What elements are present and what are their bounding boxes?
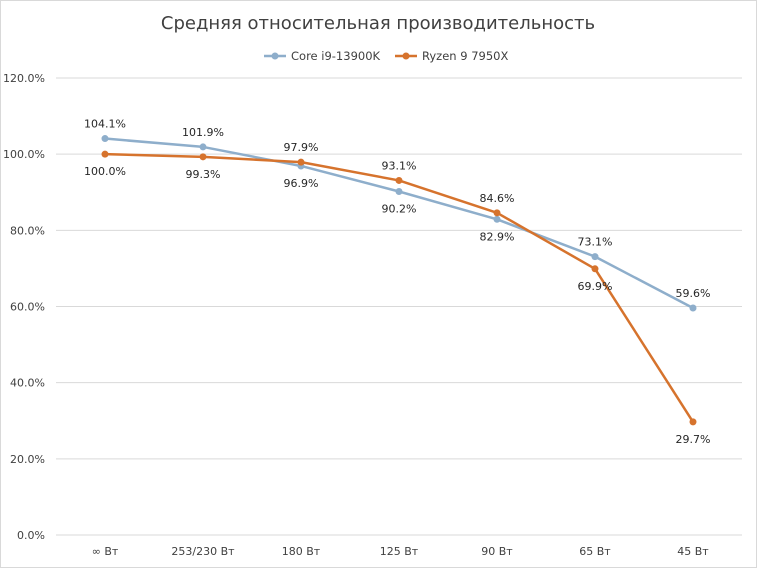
data-label: 101.9% — [182, 126, 224, 139]
data-point — [689, 418, 697, 426]
x-tick-label: 90 Вт — [481, 545, 513, 558]
x-tick-label: ∞ Вт — [92, 545, 119, 558]
data-point — [493, 209, 501, 217]
data-point — [101, 135, 109, 143]
y-tick-label: 120.0% — [3, 72, 45, 85]
x-tick-label: 45 Вт — [677, 545, 709, 558]
data-label: 100.0% — [84, 165, 126, 178]
legend-label: Core i9-13900K — [291, 49, 381, 63]
data-point — [591, 253, 599, 261]
series-layer — [101, 135, 697, 426]
data-point — [199, 153, 207, 161]
x-tick-label: 125 Вт — [380, 545, 419, 558]
data-label: 73.1% — [578, 236, 613, 249]
data-label: 59.6% — [676, 287, 711, 300]
data-label: 99.3% — [186, 168, 221, 181]
data-label: 104.1% — [84, 118, 126, 131]
data-label: 69.9% — [578, 280, 613, 293]
data-point — [395, 176, 403, 184]
gridlines — [56, 77, 742, 536]
chart-title: Средняя относительная производительность — [161, 13, 595, 34]
data-label: 90.2% — [382, 202, 417, 215]
data-label: 96.9% — [284, 177, 319, 190]
legend: Core i9-13900K Ryzen 9 7950X — [264, 49, 508, 63]
data-point — [297, 158, 305, 166]
x-tick-label: 65 Вт — [579, 545, 611, 558]
data-label: 93.1% — [382, 159, 417, 172]
y-tick-label: 0.0% — [17, 529, 45, 542]
y-tick-label: 40.0% — [10, 377, 45, 390]
data-point — [395, 187, 403, 195]
data-point — [689, 304, 697, 312]
y-tick-label: 60.0% — [10, 301, 45, 314]
data-label: 82.9% — [480, 230, 515, 243]
data-labels: 104.1% 100.0% 101.9% 99.3% 96.9% 97.9% 90.2% 93… — [84, 118, 710, 446]
legend-label: Ryzen 9 7950X — [422, 49, 508, 63]
x-tick-label: 180 Вт — [282, 545, 321, 558]
x-tick-label: 253/230 Вт — [171, 545, 235, 558]
data-point — [101, 150, 109, 158]
data-label: 84.6% — [480, 192, 515, 205]
data-label: 29.7% — [676, 433, 711, 446]
y-tick-label: 100.0% — [3, 148, 45, 161]
y-tick-label: 20.0% — [10, 453, 45, 466]
x-axis: ∞ Вт 253/230 Вт 180 Вт 125 Вт 90 Вт 65 Вт 45 В… — [92, 545, 710, 558]
data-point — [199, 143, 207, 151]
legend-marker-0 — [271, 52, 279, 60]
data-label: 97.9% — [284, 141, 319, 154]
data-point — [493, 215, 501, 223]
data-point — [591, 265, 599, 273]
legend-marker-1 — [402, 52, 410, 60]
y-tick-label: 80.0% — [10, 224, 45, 237]
y-axis: 0.0% 20.0% 40.0% 60.0% 80.0% 100.0% 120.0% — [3, 72, 45, 542]
